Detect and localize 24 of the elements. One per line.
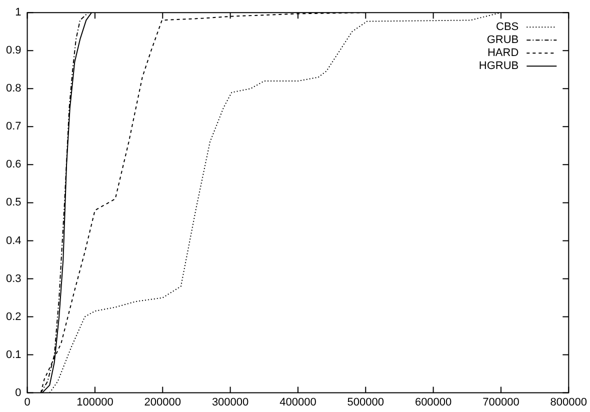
- y-tick-label: 0.7: [6, 120, 22, 133]
- y-tick-label: 0.6: [6, 158, 22, 171]
- legend-label: HARD: [487, 47, 519, 60]
- legend-label: CBS: [496, 21, 519, 34]
- x-tick-label: 0: [24, 396, 30, 408]
- x-tick-label: 300000: [212, 396, 249, 408]
- y-tick-label: 0.5: [6, 196, 22, 209]
- x-tick-label: 500000: [347, 396, 384, 408]
- x-tick-label: 800000: [550, 396, 588, 408]
- y-tick-label: 0.4: [6, 234, 22, 247]
- y-tick-label: 0.8: [6, 82, 22, 95]
- y-tick-label: 0.2: [6, 310, 22, 323]
- y-tick-label: 0.9: [6, 44, 22, 57]
- legend-label: HGRUB: [478, 60, 519, 72]
- x-tick-label: 200000: [144, 396, 181, 408]
- x-tick-label: 400000: [280, 396, 316, 408]
- y-tick-label: 0: [15, 386, 22, 399]
- legend-label: GRUB: [486, 34, 519, 46]
- y-tick-label: 0.1: [6, 348, 22, 361]
- x-tick-label: 600000: [414, 396, 452, 408]
- x-tick-label: 700000: [482, 396, 520, 408]
- x-tick-label: 100000: [76, 396, 114, 408]
- y-tick-label: 1: [15, 6, 22, 19]
- y-tick-label: 0.3: [6, 272, 22, 285]
